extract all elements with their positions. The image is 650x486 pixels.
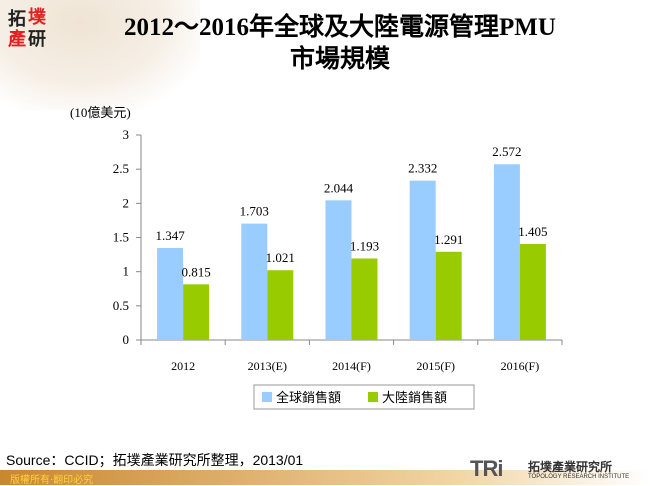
y-tick-label: 2.5 — [113, 161, 129, 176]
bar-global — [241, 223, 268, 340]
y-tick-label: 0 — [123, 332, 130, 347]
data-label: 2.044 — [324, 180, 354, 195]
x-tick-label: 2016(F) — [501, 359, 540, 373]
legend-swatch — [262, 392, 272, 402]
bar-china — [435, 251, 462, 340]
bar-china — [183, 284, 210, 340]
y-tick-label: 1 — [123, 264, 130, 279]
chart-title: 2012～2016年全球及大陸電源管理PMU 市場規模 — [80, 12, 600, 76]
legend-box — [253, 384, 475, 410]
y-tick-label: 0.5 — [113, 298, 129, 313]
data-label: 1.021 — [266, 250, 295, 265]
x-tick-label: 2014(F) — [332, 359, 371, 373]
footer-bar — [0, 470, 650, 485]
y-tick-label: 2 — [123, 195, 130, 210]
background-map — [0, 0, 200, 110]
bar-chart: 0 0.5 1 1.5 2 2.5 3 2012 1.347 0.815 2013(E) 1.703 1… — [113, 127, 563, 410]
data-label: 0.815 — [181, 264, 210, 279]
data-label: 2.332 — [408, 161, 437, 176]
source-note: Source：CCID；拓墣產業研究所整理，2013/01 — [6, 452, 304, 468]
logo-char: 產 — [8, 29, 26, 50]
bar-global — [157, 247, 184, 340]
bar-global — [325, 200, 352, 340]
logo-char: 拓 — [8, 9, 26, 30]
logo-char: 墣 — [28, 7, 46, 28]
x-tick-label: 2012 — [171, 359, 195, 373]
y-tick-label: 1.5 — [113, 230, 129, 245]
bar-china — [519, 243, 546, 340]
title-line-2: 市場規模 — [289, 46, 390, 73]
data-label: 1.405 — [518, 224, 547, 239]
y-axis-unit: (10億美元) — [70, 105, 131, 120]
legend-swatch — [368, 392, 378, 402]
logo: 拓 墣 產 研 — [8, 8, 48, 54]
data-label: 1.193 — [350, 238, 379, 253]
tri-name-en: TOPOLOGY RESEARCH INSTITUTE — [528, 474, 630, 480]
data-label: 2.572 — [492, 144, 521, 159]
x-tick-label: 2015(F) — [416, 359, 455, 373]
bar-china — [267, 270, 294, 340]
bar-global — [409, 180, 436, 340]
x-tick-label: 2013(E) — [248, 359, 287, 373]
title-line-1: 2012～2016年全球及大陸電源管理PMU — [124, 14, 556, 41]
copyright: 版權所有‧翻印必究 — [10, 475, 94, 486]
legend-label: 全球銷售額 — [276, 390, 341, 406]
data-label: 1.347 — [155, 228, 185, 243]
data-label: 1.291 — [434, 232, 463, 247]
legend-label: 大陸銷售額 — [382, 390, 447, 406]
data-label: 1.703 — [240, 204, 269, 219]
y-tick-label: 3 — [123, 127, 130, 142]
bar-global — [493, 164, 520, 340]
tri-logo: TRi — [470, 456, 503, 481]
logo-char: 研 — [28, 29, 46, 50]
bar-china — [351, 258, 378, 340]
tri-name-cn: 拓墣產業研究所 — [528, 460, 613, 474]
